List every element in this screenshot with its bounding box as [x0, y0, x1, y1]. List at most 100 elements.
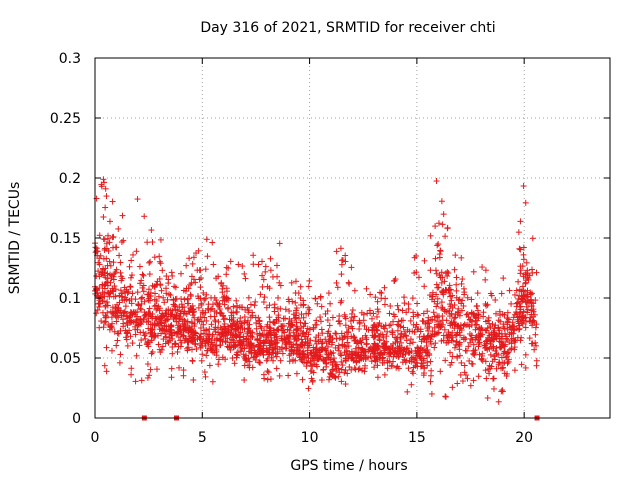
- data-point: [293, 370, 300, 377]
- data-point: [116, 359, 123, 366]
- data-point: [127, 274, 134, 281]
- data-point: [156, 253, 163, 260]
- data-point: [253, 325, 260, 332]
- data-point: [251, 302, 258, 309]
- data-point: [299, 376, 306, 383]
- data-point: [267, 376, 274, 383]
- data-point: [117, 259, 124, 266]
- data-point: [149, 348, 156, 355]
- data-point: [117, 351, 124, 358]
- data-point: [522, 199, 529, 206]
- data-point: [344, 370, 351, 377]
- data-point: [297, 283, 304, 290]
- data-point: [485, 314, 492, 321]
- data-point: [517, 218, 524, 225]
- data-point: [520, 251, 527, 258]
- data-point: [524, 306, 531, 313]
- data-point: [138, 337, 145, 344]
- data-point: [474, 290, 481, 297]
- data-point: [103, 344, 110, 351]
- data-point: [428, 390, 435, 397]
- data-point: [266, 314, 273, 321]
- data-point: [533, 342, 540, 349]
- data-point: [205, 306, 212, 313]
- data-point: [266, 318, 273, 325]
- data-point: [230, 303, 237, 310]
- data-point: [213, 300, 220, 307]
- data-point: [93, 286, 100, 293]
- data-point: [133, 352, 140, 359]
- data-point: [159, 267, 166, 274]
- data-point: [138, 377, 145, 384]
- data-point: [208, 321, 215, 328]
- data-point: [474, 302, 481, 309]
- data-point: [433, 270, 440, 277]
- data-point: [198, 357, 205, 364]
- data-point: [139, 294, 146, 301]
- data-point: [261, 294, 268, 301]
- data-point: [306, 277, 313, 284]
- data-point: [233, 297, 240, 304]
- data-point: [532, 331, 539, 338]
- data-point: [93, 310, 100, 317]
- data-point: [292, 299, 299, 306]
- data-point: [227, 346, 234, 353]
- data-point: [136, 342, 143, 349]
- data-point: [320, 367, 327, 374]
- data-point: [317, 314, 324, 321]
- data-point: [486, 370, 493, 377]
- data-point: [276, 372, 283, 379]
- data-point: [103, 193, 110, 200]
- data-point: [203, 352, 210, 359]
- data-point: [439, 221, 446, 228]
- data-point: [464, 311, 471, 318]
- data-point: [220, 316, 227, 323]
- data-point: [520, 182, 527, 189]
- data-point: [448, 297, 455, 304]
- data-point: [191, 314, 198, 321]
- data-point: [270, 357, 277, 364]
- data-point: [126, 263, 133, 270]
- data-point: [113, 342, 120, 349]
- data-point: [120, 323, 127, 330]
- data-point: [483, 375, 490, 382]
- data-point: [432, 340, 439, 347]
- data-point: [264, 376, 271, 383]
- data-point: [108, 347, 115, 354]
- data-point: [500, 275, 507, 282]
- data-point: [346, 363, 353, 370]
- data-point: [255, 261, 262, 268]
- data-point: [267, 255, 274, 262]
- data-point: [487, 351, 494, 358]
- data-point: [452, 252, 459, 259]
- data-point: [113, 318, 120, 325]
- data-point: [449, 384, 456, 391]
- data-point: [528, 290, 535, 297]
- data-point: [146, 372, 153, 379]
- data-point: [333, 248, 340, 255]
- data-point: [100, 236, 107, 243]
- data-point: [458, 280, 465, 287]
- data-point: [403, 309, 410, 316]
- data-point: [394, 327, 401, 334]
- data-point: [459, 378, 466, 385]
- data-point: [110, 259, 117, 266]
- data-point: [144, 239, 151, 246]
- data-point: [442, 393, 449, 400]
- data-point: [351, 287, 358, 294]
- data-point: [405, 365, 412, 372]
- data-point: [420, 310, 427, 317]
- data-point: [106, 258, 113, 265]
- data-point: [449, 353, 456, 360]
- data-point: [192, 340, 199, 347]
- data-point: [197, 325, 204, 332]
- data-point: [427, 267, 434, 274]
- data-point: [444, 224, 451, 231]
- data-point: [415, 312, 422, 319]
- data-point: [452, 341, 459, 348]
- data-point: [175, 334, 182, 341]
- data-point: [451, 344, 458, 351]
- data-point: [432, 267, 439, 274]
- data-point: [279, 350, 286, 357]
